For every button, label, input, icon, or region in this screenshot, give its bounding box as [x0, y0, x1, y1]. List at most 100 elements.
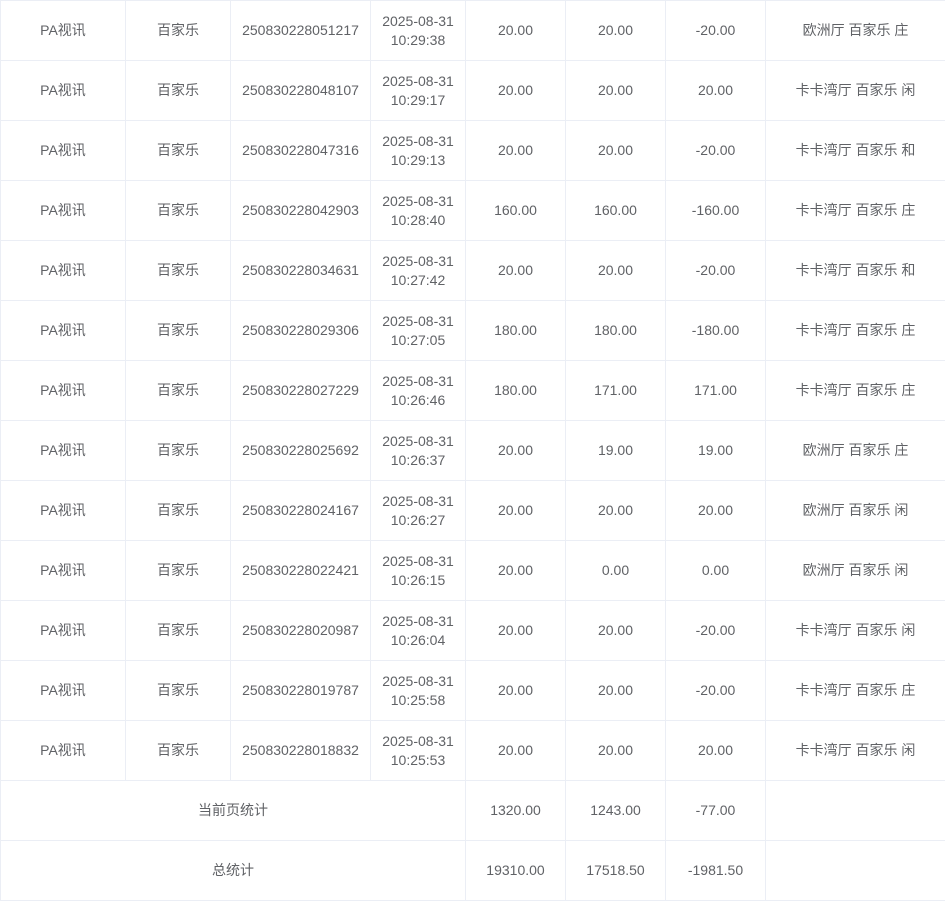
cell-order-number: 250830228029306	[231, 301, 371, 361]
cell-bet-amount: 20.00	[466, 241, 566, 301]
cell-game-detail: 欧洲厅 百家乐 闲	[766, 481, 945, 541]
cell-game-detail: 卡卡湾厅 百家乐 闲	[766, 61, 945, 121]
cell-platform: PA视讯	[1, 541, 126, 601]
cell-platform: PA视讯	[1, 481, 126, 541]
bet-date: 2025-08-31	[377, 312, 459, 331]
bet-clock: 10:28:40	[377, 211, 459, 230]
summary-valid-amount: 17518.50	[566, 841, 666, 901]
cell-valid-amount: 20.00	[566, 661, 666, 721]
cell-game-detail: 卡卡湾厅 百家乐 庄	[766, 181, 945, 241]
cell-valid-amount: 19.00	[566, 421, 666, 481]
cell-order-number: 250830228019787	[231, 661, 371, 721]
cell-bet-amount: 160.00	[466, 181, 566, 241]
cell-game-detail: 卡卡湾厅 百家乐 闲	[766, 721, 945, 781]
cell-profit: 20.00	[666, 721, 766, 781]
cell-game-type: 百家乐	[126, 601, 231, 661]
cell-valid-amount: 20.00	[566, 721, 666, 781]
cell-valid-amount: 20.00	[566, 121, 666, 181]
bet-clock: 10:26:04	[377, 631, 459, 650]
cell-valid-amount: 0.00	[566, 541, 666, 601]
bet-date: 2025-08-31	[377, 672, 459, 691]
bet-clock: 10:25:58	[377, 691, 459, 710]
cell-order-number: 250830228042903	[231, 181, 371, 241]
cell-valid-amount: 160.00	[566, 181, 666, 241]
cell-valid-amount: 20.00	[566, 481, 666, 541]
cell-bet-amount: 180.00	[466, 301, 566, 361]
summary-profit: -77.00	[666, 781, 766, 841]
cell-platform: PA视讯	[1, 361, 126, 421]
cell-bet-amount: 20.00	[466, 1, 566, 61]
cell-profit: -20.00	[666, 661, 766, 721]
cell-game-type: 百家乐	[126, 361, 231, 421]
cell-game-type: 百家乐	[126, 241, 231, 301]
cell-valid-amount: 171.00	[566, 361, 666, 421]
cell-profit: -180.00	[666, 301, 766, 361]
cell-valid-amount: 20.00	[566, 61, 666, 121]
bet-clock: 10:29:13	[377, 151, 459, 170]
cell-order-number: 250830228024167	[231, 481, 371, 541]
cell-game-detail: 卡卡湾厅 百家乐 和	[766, 121, 945, 181]
bet-date: 2025-08-31	[377, 132, 459, 151]
bet-clock: 10:29:38	[377, 31, 459, 50]
cell-valid-amount: 180.00	[566, 301, 666, 361]
cell-game-type: 百家乐	[126, 421, 231, 481]
bet-clock: 10:26:15	[377, 571, 459, 590]
cell-profit: -20.00	[666, 121, 766, 181]
cell-order-number: 250830228020987	[231, 601, 371, 661]
cell-game-type: 百家乐	[126, 721, 231, 781]
cell-profit: 171.00	[666, 361, 766, 421]
cell-bet-amount: 20.00	[466, 601, 566, 661]
cell-platform: PA视讯	[1, 421, 126, 481]
bet-clock: 10:27:05	[377, 331, 459, 350]
cell-order-number: 250830228048107	[231, 61, 371, 121]
cell-order-number: 250830228018832	[231, 721, 371, 781]
cell-game-type: 百家乐	[126, 121, 231, 181]
cell-order-number: 250830228034631	[231, 241, 371, 301]
bet-clock: 10:25:53	[377, 751, 459, 770]
bet-date: 2025-08-31	[377, 72, 459, 91]
cell-game-type: 百家乐	[126, 541, 231, 601]
bet-clock: 10:27:42	[377, 271, 459, 290]
summary-bet-amount: 1320.00	[466, 781, 566, 841]
cell-order-number: 250830228047316	[231, 121, 371, 181]
bet-clock: 10:29:17	[377, 91, 459, 110]
cell-valid-amount: 20.00	[566, 1, 666, 61]
bet-clock: 10:26:27	[377, 511, 459, 530]
cell-game-type: 百家乐	[126, 301, 231, 361]
cell-game-detail: 欧洲厅 百家乐 闲	[766, 541, 945, 601]
bet-date: 2025-08-31	[377, 372, 459, 391]
cell-bet-amount: 20.00	[466, 721, 566, 781]
bet-date: 2025-08-31	[377, 252, 459, 271]
cell-game-type: 百家乐	[126, 661, 231, 721]
cell-platform: PA视讯	[1, 721, 126, 781]
cell-platform: PA视讯	[1, 181, 126, 241]
summary-detail-blank	[766, 781, 945, 841]
cell-platform: PA视讯	[1, 301, 126, 361]
